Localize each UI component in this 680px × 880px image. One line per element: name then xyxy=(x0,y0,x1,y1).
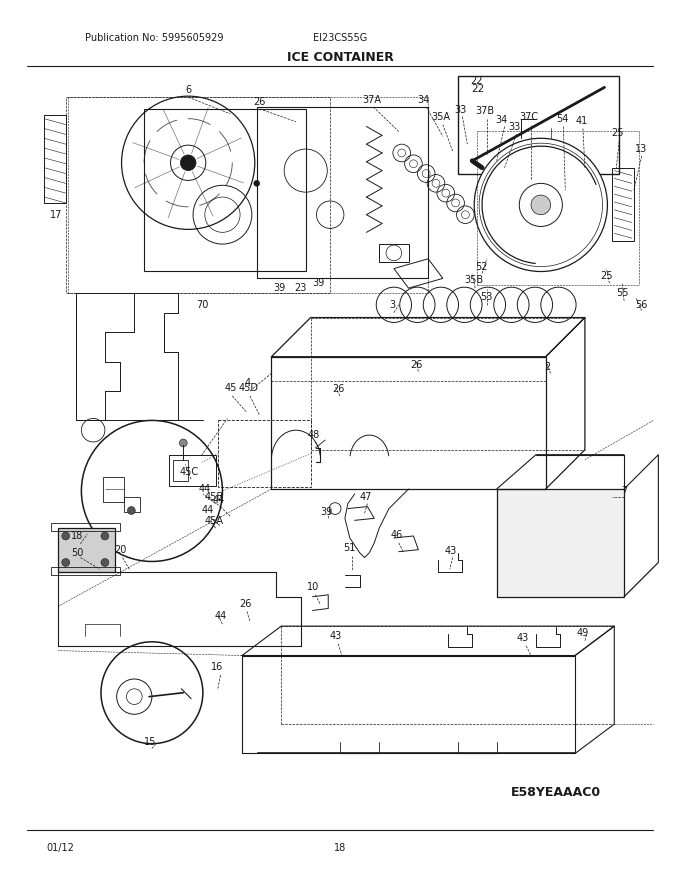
Text: 17: 17 xyxy=(50,209,62,220)
Text: 44: 44 xyxy=(214,612,226,621)
Text: 45: 45 xyxy=(224,383,237,393)
Text: 49: 49 xyxy=(577,628,589,638)
Text: 41: 41 xyxy=(576,115,588,126)
Text: 70: 70 xyxy=(197,300,209,310)
Text: 39: 39 xyxy=(320,507,333,517)
Text: 44: 44 xyxy=(202,504,214,515)
Bar xyxy=(124,497,140,512)
Circle shape xyxy=(101,642,203,744)
Bar xyxy=(51,568,120,576)
Text: 7: 7 xyxy=(621,486,627,496)
Text: 35A: 35A xyxy=(431,112,450,121)
Circle shape xyxy=(180,155,196,171)
Bar xyxy=(173,459,188,481)
Circle shape xyxy=(82,421,222,561)
Text: 53: 53 xyxy=(480,292,492,302)
Text: 20: 20 xyxy=(114,545,126,554)
Text: 37A: 37A xyxy=(362,95,381,105)
Text: 33: 33 xyxy=(508,121,520,131)
Bar xyxy=(58,528,115,572)
Text: 45C: 45C xyxy=(180,467,199,477)
Bar xyxy=(44,114,66,203)
Bar xyxy=(257,107,428,278)
Circle shape xyxy=(101,532,109,540)
Circle shape xyxy=(127,507,135,515)
Text: 25: 25 xyxy=(600,271,613,282)
Text: E58YEAAAC0: E58YEAAAC0 xyxy=(511,786,600,799)
Circle shape xyxy=(180,439,187,447)
Text: 10: 10 xyxy=(307,582,320,592)
Text: 43: 43 xyxy=(517,633,529,643)
Text: 34: 34 xyxy=(417,95,429,105)
Text: 22: 22 xyxy=(471,84,485,94)
Bar xyxy=(218,421,311,487)
Text: 43: 43 xyxy=(330,631,342,641)
Text: 45A: 45A xyxy=(204,517,223,526)
Text: 26: 26 xyxy=(239,598,251,609)
Text: 39: 39 xyxy=(312,278,324,289)
Text: 37B: 37B xyxy=(475,106,494,116)
Text: 25: 25 xyxy=(611,128,624,138)
Circle shape xyxy=(474,138,607,272)
Text: 4: 4 xyxy=(245,378,251,388)
Bar xyxy=(169,455,216,486)
Bar xyxy=(144,109,306,270)
Text: 01/12: 01/12 xyxy=(46,842,74,853)
Text: 46: 46 xyxy=(391,530,403,540)
Circle shape xyxy=(62,559,69,567)
Text: 54: 54 xyxy=(556,114,568,124)
Text: 34: 34 xyxy=(496,114,508,125)
Text: 44: 44 xyxy=(199,484,211,494)
Text: 26: 26 xyxy=(254,97,266,107)
Text: 18: 18 xyxy=(334,842,346,853)
Text: 2: 2 xyxy=(545,362,551,371)
Text: 48: 48 xyxy=(307,430,320,440)
Circle shape xyxy=(254,180,260,187)
Circle shape xyxy=(62,532,69,540)
Text: 44: 44 xyxy=(212,495,224,505)
Text: 37C: 37C xyxy=(520,112,539,121)
Text: EI23CS55G: EI23CS55G xyxy=(313,33,367,43)
Text: 45D: 45D xyxy=(239,383,259,393)
Text: 47: 47 xyxy=(359,492,372,502)
Text: 51: 51 xyxy=(343,543,356,553)
Text: 43: 43 xyxy=(445,546,457,555)
Text: 39: 39 xyxy=(273,283,286,293)
Text: 55: 55 xyxy=(616,288,628,298)
Text: 16: 16 xyxy=(211,663,224,672)
Text: 56: 56 xyxy=(636,300,648,310)
Circle shape xyxy=(531,195,551,215)
Text: 22: 22 xyxy=(470,77,482,86)
Text: 45B: 45B xyxy=(204,492,223,502)
Text: 26: 26 xyxy=(332,384,344,394)
Text: 33: 33 xyxy=(454,105,466,115)
Circle shape xyxy=(101,559,109,567)
Text: 23: 23 xyxy=(294,283,307,293)
Text: 35B: 35B xyxy=(464,275,483,285)
Bar xyxy=(612,168,634,241)
Text: 6: 6 xyxy=(185,85,191,95)
Text: 52: 52 xyxy=(475,261,488,272)
Text: 50: 50 xyxy=(71,547,84,558)
Circle shape xyxy=(122,96,255,230)
Text: 26: 26 xyxy=(410,360,422,370)
Text: ICE CONTAINER: ICE CONTAINER xyxy=(286,51,394,64)
Text: 15: 15 xyxy=(143,737,156,747)
Text: 3: 3 xyxy=(389,300,395,310)
Bar xyxy=(103,477,124,502)
Bar xyxy=(51,524,120,532)
Text: 18: 18 xyxy=(71,531,84,541)
Bar xyxy=(379,244,409,261)
Text: 13: 13 xyxy=(634,144,647,154)
Bar xyxy=(458,76,619,173)
Bar xyxy=(496,489,624,597)
Text: Publication No: 5995605929: Publication No: 5995605929 xyxy=(85,33,224,43)
